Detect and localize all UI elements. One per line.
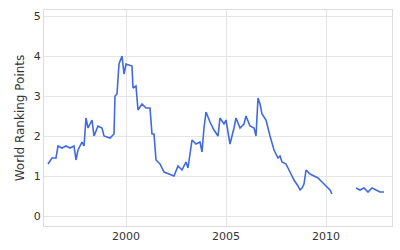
svg-text:World Ranking Points: World Ranking Points	[13, 55, 27, 182]
svg-text:3: 3	[34, 90, 41, 103]
svg-text:2005: 2005	[212, 230, 240, 243]
svg-text:1: 1	[34, 170, 41, 183]
svg-text:0: 0	[34, 210, 41, 223]
svg-text:2000: 2000	[112, 230, 140, 243]
svg-text:4: 4	[34, 50, 41, 63]
svg-text:2010: 2010	[312, 230, 340, 243]
svg-text:2: 2	[34, 130, 41, 143]
svg-text:5: 5	[34, 10, 41, 23]
